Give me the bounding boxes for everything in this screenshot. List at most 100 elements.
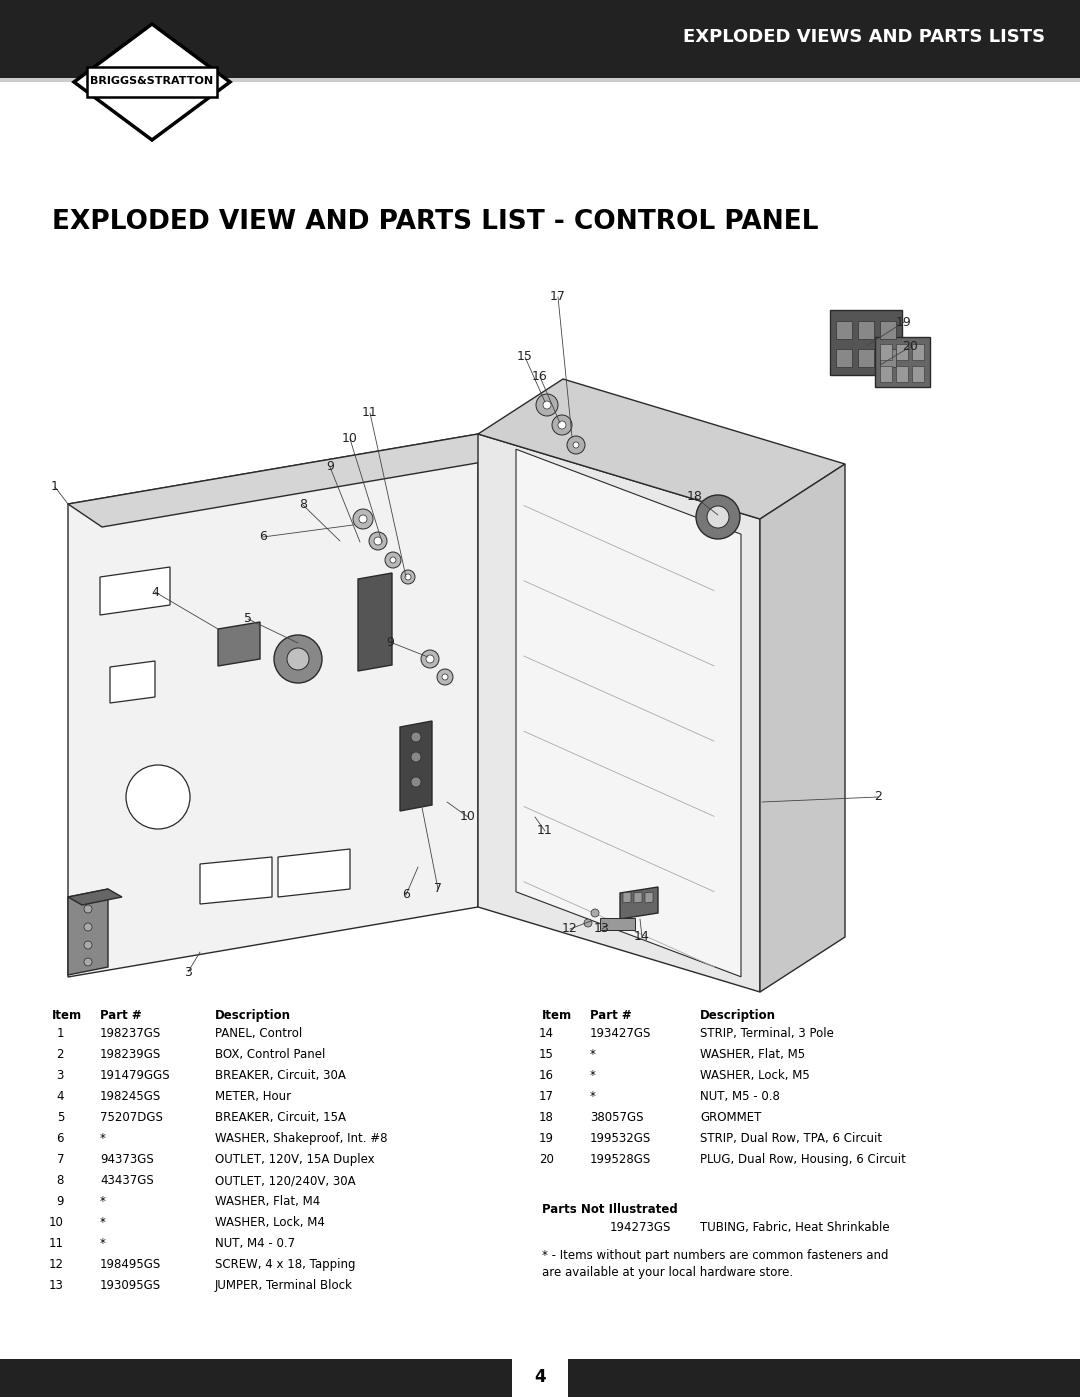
Text: * - Items without part numbers are common fasteners and: * - Items without part numbers are commo…: [542, 1249, 889, 1261]
Circle shape: [405, 574, 411, 580]
Circle shape: [426, 655, 434, 664]
Text: 3: 3: [184, 965, 192, 978]
Text: 13: 13: [49, 1280, 64, 1292]
Polygon shape: [357, 573, 392, 671]
Text: Item: Item: [542, 1009, 572, 1023]
Bar: [836, 349, 852, 367]
Polygon shape: [400, 721, 432, 812]
Text: WASHER, Flat, M4: WASHER, Flat, M4: [215, 1194, 321, 1208]
Text: Part #: Part #: [100, 1009, 141, 1023]
Text: 9: 9: [326, 461, 334, 474]
Text: 17: 17: [550, 291, 566, 303]
Text: 9: 9: [56, 1194, 64, 1208]
Text: 6: 6: [402, 888, 410, 901]
Text: 12: 12: [562, 922, 578, 936]
Text: 4: 4: [535, 1368, 545, 1386]
Text: 11: 11: [537, 824, 553, 837]
Text: 198495GS: 198495GS: [100, 1259, 161, 1271]
Text: WASHER, Lock, M5: WASHER, Lock, M5: [700, 1069, 810, 1083]
Text: Description: Description: [215, 1009, 291, 1023]
Text: 10: 10: [342, 433, 357, 446]
Circle shape: [84, 905, 92, 914]
Polygon shape: [516, 450, 741, 977]
Circle shape: [369, 532, 387, 550]
Text: BRIGGS&STRATTON: BRIGGS&STRATTON: [91, 75, 214, 87]
Polygon shape: [478, 434, 760, 992]
Bar: [858, 321, 874, 339]
Text: 4: 4: [56, 1090, 64, 1104]
Text: Parts Not Illustrated: Parts Not Illustrated: [542, 1203, 678, 1215]
Polygon shape: [68, 434, 478, 977]
Text: BREAKER, Circuit, 30A: BREAKER, Circuit, 30A: [215, 1069, 346, 1083]
Text: 193095GS: 193095GS: [100, 1280, 161, 1292]
Text: *: *: [100, 1236, 106, 1250]
Text: PANEL, Control: PANEL, Control: [215, 1027, 302, 1039]
Text: NUT, M5 - 0.8: NUT, M5 - 0.8: [700, 1090, 780, 1104]
Bar: [87, 67, 217, 96]
Bar: [0, 1359, 1080, 1397]
Circle shape: [584, 919, 592, 928]
Text: 14: 14: [539, 1027, 554, 1039]
Circle shape: [390, 557, 396, 563]
Text: 12: 12: [49, 1259, 64, 1271]
Text: 193427GS: 193427GS: [590, 1027, 651, 1039]
Circle shape: [421, 650, 438, 668]
Bar: [912, 366, 924, 381]
Polygon shape: [623, 893, 631, 902]
Text: *: *: [100, 1194, 106, 1208]
Text: 191479GGS: 191479GGS: [100, 1069, 171, 1083]
Circle shape: [359, 515, 367, 522]
Polygon shape: [200, 856, 272, 904]
Text: 16: 16: [539, 1069, 554, 1083]
Text: 3: 3: [56, 1069, 64, 1083]
Text: 94373GS: 94373GS: [100, 1153, 153, 1166]
Circle shape: [84, 942, 92, 949]
Bar: [880, 349, 896, 367]
Text: SCREW, 4 x 18, Tapping: SCREW, 4 x 18, Tapping: [215, 1259, 355, 1271]
Text: 38057GS: 38057GS: [590, 1111, 644, 1125]
Text: PLUG, Dual Row, Housing, 6 Circuit: PLUG, Dual Row, Housing, 6 Circuit: [700, 1153, 906, 1166]
Text: *: *: [100, 1215, 106, 1229]
Text: WASHER, Shakeproof, Int. #8: WASHER, Shakeproof, Int. #8: [215, 1132, 388, 1146]
Text: Description: Description: [700, 1009, 777, 1023]
Text: TUBING, Fabric, Heat Shrinkable: TUBING, Fabric, Heat Shrinkable: [700, 1221, 890, 1234]
Text: 8: 8: [56, 1173, 64, 1187]
Text: 18: 18: [539, 1111, 554, 1125]
Text: STRIP, Terminal, 3 Pole: STRIP, Terminal, 3 Pole: [700, 1027, 834, 1039]
Circle shape: [437, 669, 453, 685]
Circle shape: [411, 777, 421, 787]
Text: 75207DGS: 75207DGS: [100, 1111, 163, 1125]
Text: 20: 20: [902, 341, 918, 353]
Text: are available at your local hardware store.: are available at your local hardware sto…: [542, 1266, 793, 1280]
Circle shape: [126, 766, 190, 828]
Circle shape: [374, 536, 382, 545]
Circle shape: [707, 506, 729, 528]
Text: *: *: [590, 1048, 596, 1060]
Circle shape: [84, 958, 92, 965]
Text: 10: 10: [49, 1215, 64, 1229]
Text: 6: 6: [259, 531, 267, 543]
Text: 2: 2: [874, 791, 882, 803]
Text: 1: 1: [56, 1027, 64, 1039]
Bar: [875, 337, 930, 387]
Text: EXPLODED VIEWS AND PARTS LISTS: EXPLODED VIEWS AND PARTS LISTS: [683, 28, 1045, 46]
Circle shape: [442, 673, 448, 680]
Circle shape: [552, 415, 572, 434]
Text: 1: 1: [51, 481, 59, 493]
Text: 199528GS: 199528GS: [590, 1153, 651, 1166]
Text: 20: 20: [539, 1153, 554, 1166]
Text: 8: 8: [299, 499, 307, 511]
Circle shape: [536, 394, 558, 416]
Text: EXPLODED VIEW AND PARTS LIST - CONTROL PANEL: EXPLODED VIEW AND PARTS LIST - CONTROL P…: [52, 210, 819, 235]
Polygon shape: [100, 567, 170, 615]
Text: 15: 15: [539, 1048, 554, 1060]
Text: 194273GS: 194273GS: [610, 1221, 672, 1234]
Text: 5: 5: [244, 612, 252, 626]
Bar: [880, 344, 892, 360]
Bar: [912, 344, 924, 360]
Bar: [896, 344, 908, 360]
Circle shape: [401, 570, 415, 584]
Circle shape: [591, 909, 599, 916]
Text: OUTLET, 120V, 15A Duplex: OUTLET, 120V, 15A Duplex: [215, 1153, 375, 1166]
Text: BREAKER, Circuit, 15A: BREAKER, Circuit, 15A: [215, 1111, 346, 1125]
